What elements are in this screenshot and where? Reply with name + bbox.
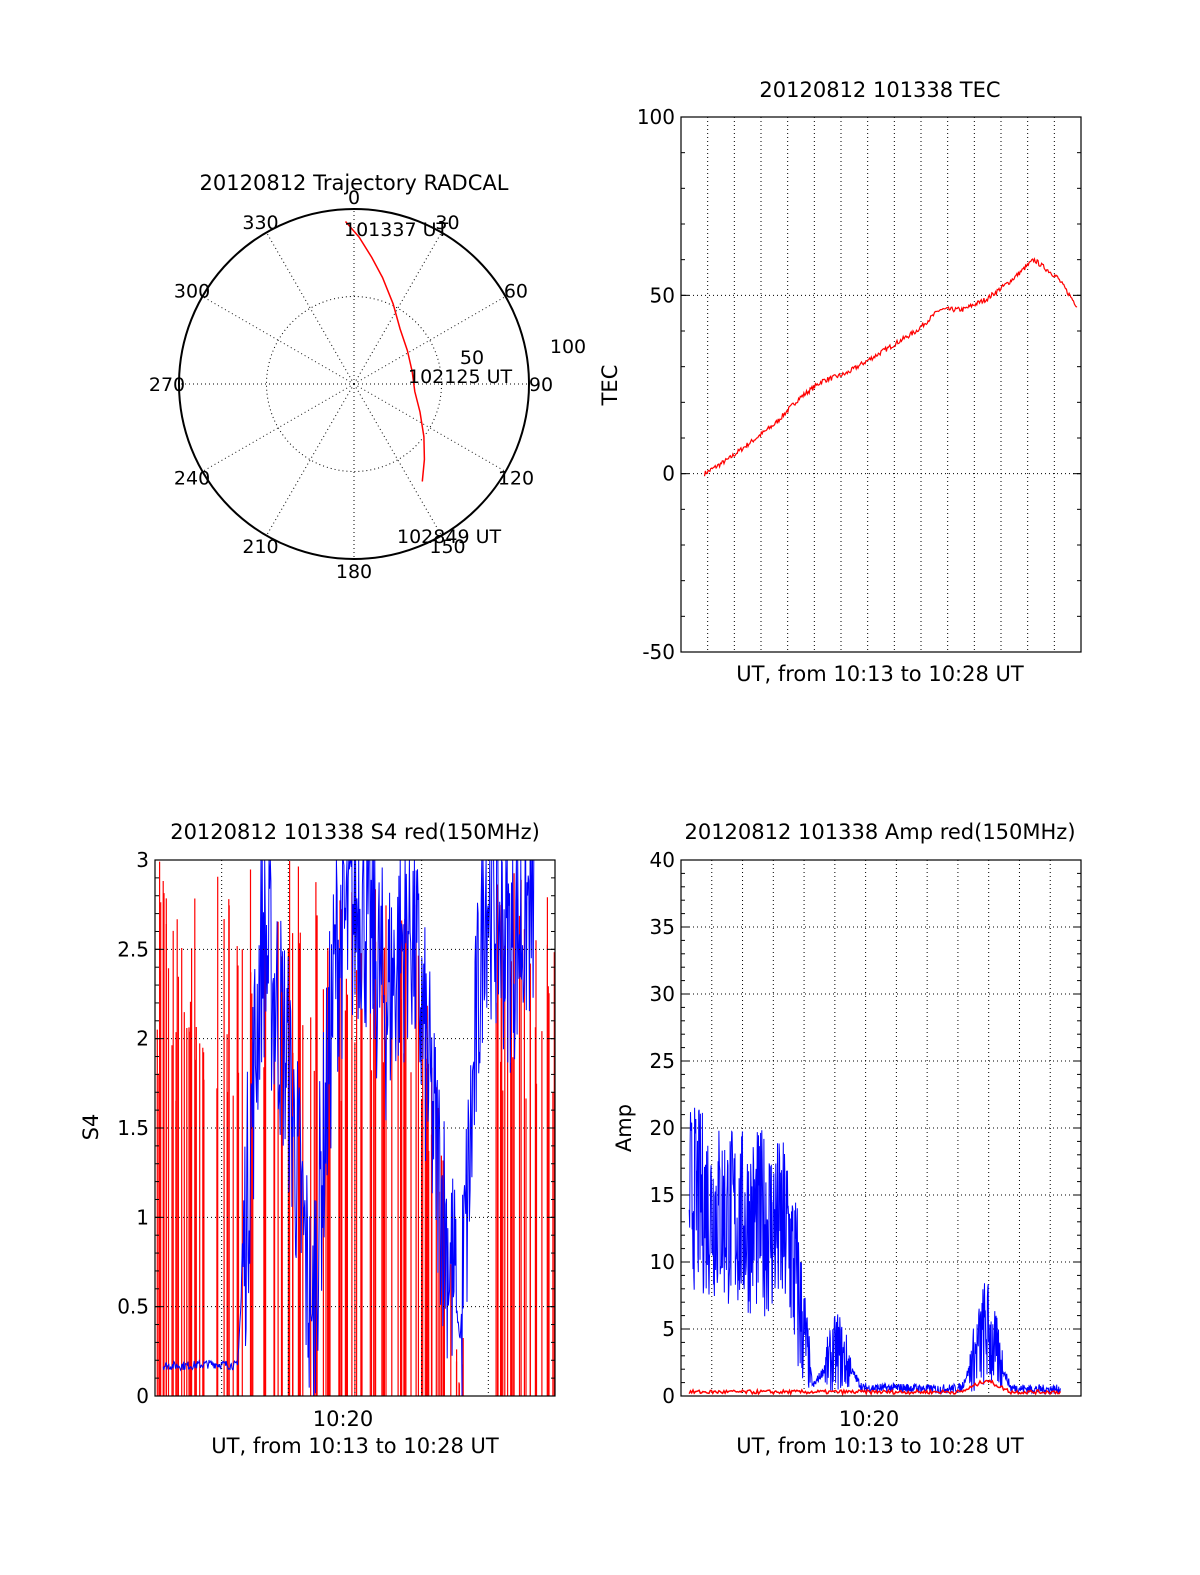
amp-title: 20120812 101338 Amp red(150MHz) bbox=[684, 820, 1075, 844]
polar-azimuth-label: 150 bbox=[429, 536, 465, 558]
polar-azimuth-label: 180 bbox=[336, 561, 372, 583]
tec-ylabel: TEC bbox=[598, 365, 622, 407]
y-tick-label: 10 bbox=[650, 1250, 675, 1274]
y-tick-label: 50 bbox=[650, 283, 675, 307]
y-tick-label: 30 bbox=[650, 982, 675, 1006]
y-tick-label: -50 bbox=[642, 640, 675, 664]
polar-labels: 0 30 60 90 120 150 180 210 240 270 300 330 50 100 bbox=[149, 187, 586, 583]
tec-title: 20120812 101338 TEC bbox=[759, 78, 1000, 102]
y-tick-label: 20 bbox=[650, 1116, 675, 1140]
amp-panel: 20120812 101338 Amp red(150MHz) 0 5 10 15 20… bbox=[612, 820, 1082, 1458]
polar-grid bbox=[178, 208, 530, 560]
y-tick-label: 3 bbox=[136, 848, 149, 872]
s4-xtick-label: 10:20 bbox=[313, 1407, 374, 1431]
y-tick-label: 2.5 bbox=[117, 937, 149, 961]
s4-blue-trace bbox=[162, 859, 535, 1397]
s4-title: 20120812 101338 S4 red(150MHz) bbox=[170, 820, 540, 844]
polar-outer-ring bbox=[178, 208, 530, 560]
y-tick-label: 1.5 bbox=[117, 1116, 149, 1140]
trajectory-line bbox=[344, 221, 426, 482]
y-tick-label: 100 bbox=[637, 105, 675, 129]
s4-xlabel: UT, from 10:13 to 10:28 UT bbox=[211, 1434, 499, 1458]
y-tick-label: 1 bbox=[136, 1205, 149, 1229]
amp-series bbox=[688, 1107, 1062, 1397]
amp-red-trace bbox=[688, 1379, 1062, 1397]
y-tick-label: 40 bbox=[650, 848, 675, 872]
trajectory-end-label: 102849 UT bbox=[397, 526, 501, 548]
y-tick-label: 0.5 bbox=[117, 1295, 149, 1319]
y-tick-label: 0 bbox=[662, 462, 675, 486]
tec-series bbox=[703, 256, 1078, 477]
polar-azimuth-label: 0 bbox=[348, 187, 360, 209]
y-tick-label: 35 bbox=[650, 915, 675, 939]
trajectory-panel: 20120812 Trajectory RADCAL 0 30 60 90 120 150… bbox=[149, 171, 586, 583]
s4-yticks: 0 0.5 1 1.5 2 2.5 3 bbox=[117, 848, 555, 1408]
amp-xtick-label: 10:20 bbox=[839, 1407, 900, 1431]
polar-azimuth-label: 30 bbox=[435, 212, 459, 234]
polar-azimuth-label: 120 bbox=[498, 468, 534, 490]
s4-series bbox=[156, 859, 555, 1397]
polar-spoke bbox=[353, 383, 442, 536]
amp-yticks: 0 5 10 15 20 25 30 35 40 bbox=[650, 848, 1081, 1408]
trajectory-title: 20120812 Trajectory RADCAL bbox=[200, 171, 509, 195]
polar-spoke bbox=[266, 232, 355, 385]
tec-panel: 20120812 101338 TEC -50 0 50 100 TEC UT, fr… bbox=[598, 78, 1082, 686]
trajectory-series bbox=[344, 221, 426, 482]
tec-plot-frame bbox=[680, 116, 1082, 653]
trajectory-start-label: 101337 UT bbox=[344, 219, 448, 241]
amp-ylabel: Amp bbox=[612, 1104, 636, 1152]
polar-radius-label: 100 bbox=[550, 336, 586, 358]
polar-azimuth-label: 300 bbox=[174, 281, 210, 303]
y-tick-label: 15 bbox=[650, 1183, 675, 1207]
polar-azimuth-label: 270 bbox=[149, 374, 185, 396]
amp-blue-trace bbox=[688, 1107, 1061, 1396]
y-tick-label: 25 bbox=[650, 1049, 675, 1073]
y-tick-label: 5 bbox=[662, 1317, 675, 1341]
y-tick-label: 0 bbox=[662, 1384, 675, 1408]
polar-azimuth-label: 330 bbox=[242, 212, 278, 234]
s4-panel: 20120812 101338 S4 red(150MHz) 0 0.5 1 1.5 2… bbox=[79, 820, 556, 1458]
polar-spoke bbox=[266, 383, 355, 536]
amp-xlabel: UT, from 10:13 to 10:28 UT bbox=[736, 1434, 1024, 1458]
trajectory-mid-label: 102125 UT bbox=[408, 366, 512, 388]
polar-spoke bbox=[353, 383, 506, 472]
y-tick-label: 0 bbox=[136, 1384, 149, 1408]
amp-grid bbox=[681, 860, 1081, 1396]
s4-ylabel: S4 bbox=[79, 1114, 103, 1141]
polar-inner-ring bbox=[266, 296, 442, 472]
polar-radius-label: 50 bbox=[460, 347, 484, 369]
polar-azimuth-label: 240 bbox=[174, 468, 210, 490]
tec-grid bbox=[681, 117, 1081, 652]
polar-azimuth-label: 60 bbox=[504, 281, 528, 303]
polar-spoke bbox=[353, 232, 442, 385]
tec-xlabel: UT, from 10:13 to 10:28 UT bbox=[736, 662, 1024, 686]
s4-grid bbox=[155, 860, 555, 1396]
y-tick-label: 2 bbox=[136, 1027, 149, 1051]
polar-azimuth-label: 210 bbox=[242, 536, 278, 558]
tec-yticks: -50 0 50 100 bbox=[637, 105, 1081, 664]
polar-azimuth-label: 90 bbox=[529, 374, 553, 396]
tec-line bbox=[703, 256, 1078, 477]
